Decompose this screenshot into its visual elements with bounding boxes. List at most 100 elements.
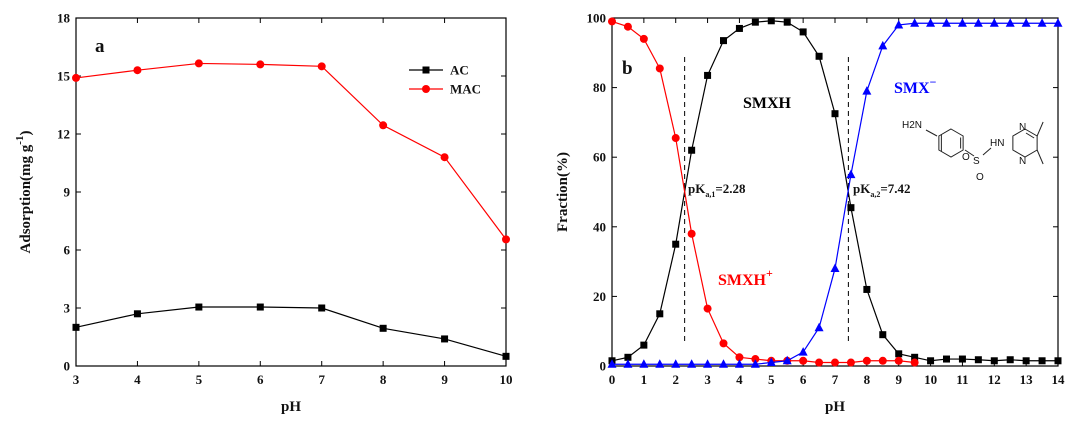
data-point bbox=[846, 169, 856, 179]
x-axis-title: pH bbox=[281, 399, 301, 415]
data-point bbox=[624, 353, 632, 361]
legend-entry-ac: AC bbox=[409, 63, 469, 78]
data-point bbox=[639, 359, 649, 368]
methyl-bond bbox=[1036, 149, 1044, 165]
y-axis-title: Adsorption(mg g-1) bbox=[14, 131, 34, 254]
legend-swatch-marker bbox=[422, 85, 430, 93]
data-point bbox=[894, 19, 904, 29]
data-point bbox=[195, 303, 203, 311]
data-point bbox=[655, 359, 665, 368]
ring-n-label: N bbox=[1019, 156, 1026, 167]
data-point bbox=[911, 353, 919, 361]
data-point bbox=[704, 71, 712, 79]
data-point bbox=[831, 358, 839, 367]
data-point bbox=[703, 359, 713, 368]
x-tick-label: 7 bbox=[318, 372, 325, 387]
data-point bbox=[194, 59, 203, 68]
x-tick-label: 9 bbox=[441, 372, 448, 387]
x-tick-label: 9 bbox=[895, 372, 902, 387]
y-tick-label: 100 bbox=[587, 11, 607, 26]
data-point bbox=[926, 18, 936, 27]
bond-amine bbox=[925, 129, 938, 137]
oxygen-label: O bbox=[962, 152, 970, 163]
data-point bbox=[799, 356, 808, 365]
x-tick-label: 8 bbox=[380, 372, 387, 387]
data-point bbox=[719, 339, 728, 348]
data-point bbox=[1038, 357, 1046, 365]
data-point bbox=[734, 359, 744, 368]
data-point bbox=[863, 285, 871, 293]
data-point bbox=[720, 37, 727, 45]
x-tick-label: 13 bbox=[1020, 372, 1034, 387]
data-point bbox=[798, 347, 808, 356]
data-point bbox=[799, 28, 807, 36]
data-point bbox=[379, 121, 388, 130]
x-tick-label: 6 bbox=[257, 372, 264, 387]
data-point bbox=[72, 73, 80, 82]
data-point bbox=[256, 60, 265, 69]
series-smx-minus bbox=[607, 18, 1063, 368]
data-point bbox=[783, 18, 791, 26]
data-point bbox=[815, 358, 824, 367]
x-tick-label: 2 bbox=[672, 372, 679, 387]
data-point bbox=[502, 352, 510, 360]
x-tick-label: 4 bbox=[134, 372, 141, 387]
x-tick-label: 4 bbox=[736, 372, 743, 387]
data-point bbox=[958, 355, 966, 363]
x-tick-label: 12 bbox=[988, 372, 1001, 387]
data-point bbox=[133, 66, 142, 75]
data-point bbox=[379, 324, 387, 332]
label-smxh: SMXH bbox=[743, 95, 792, 112]
data-point bbox=[847, 204, 855, 212]
data-point bbox=[830, 263, 840, 273]
series-line bbox=[611, 20, 1058, 362]
methyl-bond bbox=[1036, 121, 1044, 137]
series-line bbox=[612, 22, 1058, 365]
data-point bbox=[623, 359, 633, 368]
chemical-structure: H2N SOO HN N N bbox=[902, 120, 1044, 183]
data-point bbox=[256, 303, 264, 311]
x-tick-label: 5 bbox=[196, 372, 203, 387]
x-tick-label: 10 bbox=[500, 372, 513, 387]
data-point bbox=[688, 146, 696, 154]
data-point bbox=[878, 356, 887, 365]
data-point bbox=[1006, 356, 1014, 364]
y-tick-label: 6 bbox=[64, 243, 71, 258]
label-smxh-plus: SMXH+ bbox=[718, 266, 773, 289]
data-point bbox=[957, 18, 967, 27]
y-tick-label: 0 bbox=[600, 359, 607, 374]
data-point bbox=[1005, 18, 1015, 27]
x-tick-label: 5 bbox=[768, 372, 775, 387]
y-tick-label: 18 bbox=[57, 11, 71, 26]
data-point bbox=[767, 17, 775, 25]
panel-letter: a bbox=[95, 36, 105, 57]
data-point bbox=[751, 18, 759, 26]
series-smxh bbox=[608, 17, 1062, 365]
y-tick-label: 12 bbox=[57, 127, 70, 142]
data-point bbox=[671, 359, 681, 368]
data-point bbox=[502, 235, 510, 244]
data-point bbox=[894, 356, 903, 365]
x-tick-label: 6 bbox=[800, 372, 807, 387]
data-point bbox=[990, 357, 998, 365]
data-point bbox=[735, 24, 743, 32]
data-point bbox=[687, 229, 696, 238]
legend-swatch-marker bbox=[422, 66, 430, 74]
data-point bbox=[441, 335, 449, 343]
series-line bbox=[75, 306, 507, 357]
pka1-annotation: pKa,1=2.28 bbox=[688, 181, 746, 199]
data-point bbox=[943, 355, 950, 363]
data-point bbox=[655, 64, 664, 73]
data-point bbox=[608, 17, 616, 26]
x-tick-label: 14 bbox=[1052, 372, 1065, 387]
label-smx-minus: SMX− bbox=[894, 75, 937, 97]
data-point bbox=[942, 18, 951, 27]
sulfur-label: S bbox=[973, 156, 980, 167]
x-axis-title: pH bbox=[825, 399, 845, 415]
data-point bbox=[72, 323, 80, 331]
data-point bbox=[318, 304, 326, 312]
data-point bbox=[974, 356, 982, 364]
pyrimidine-ring bbox=[1012, 128, 1038, 158]
